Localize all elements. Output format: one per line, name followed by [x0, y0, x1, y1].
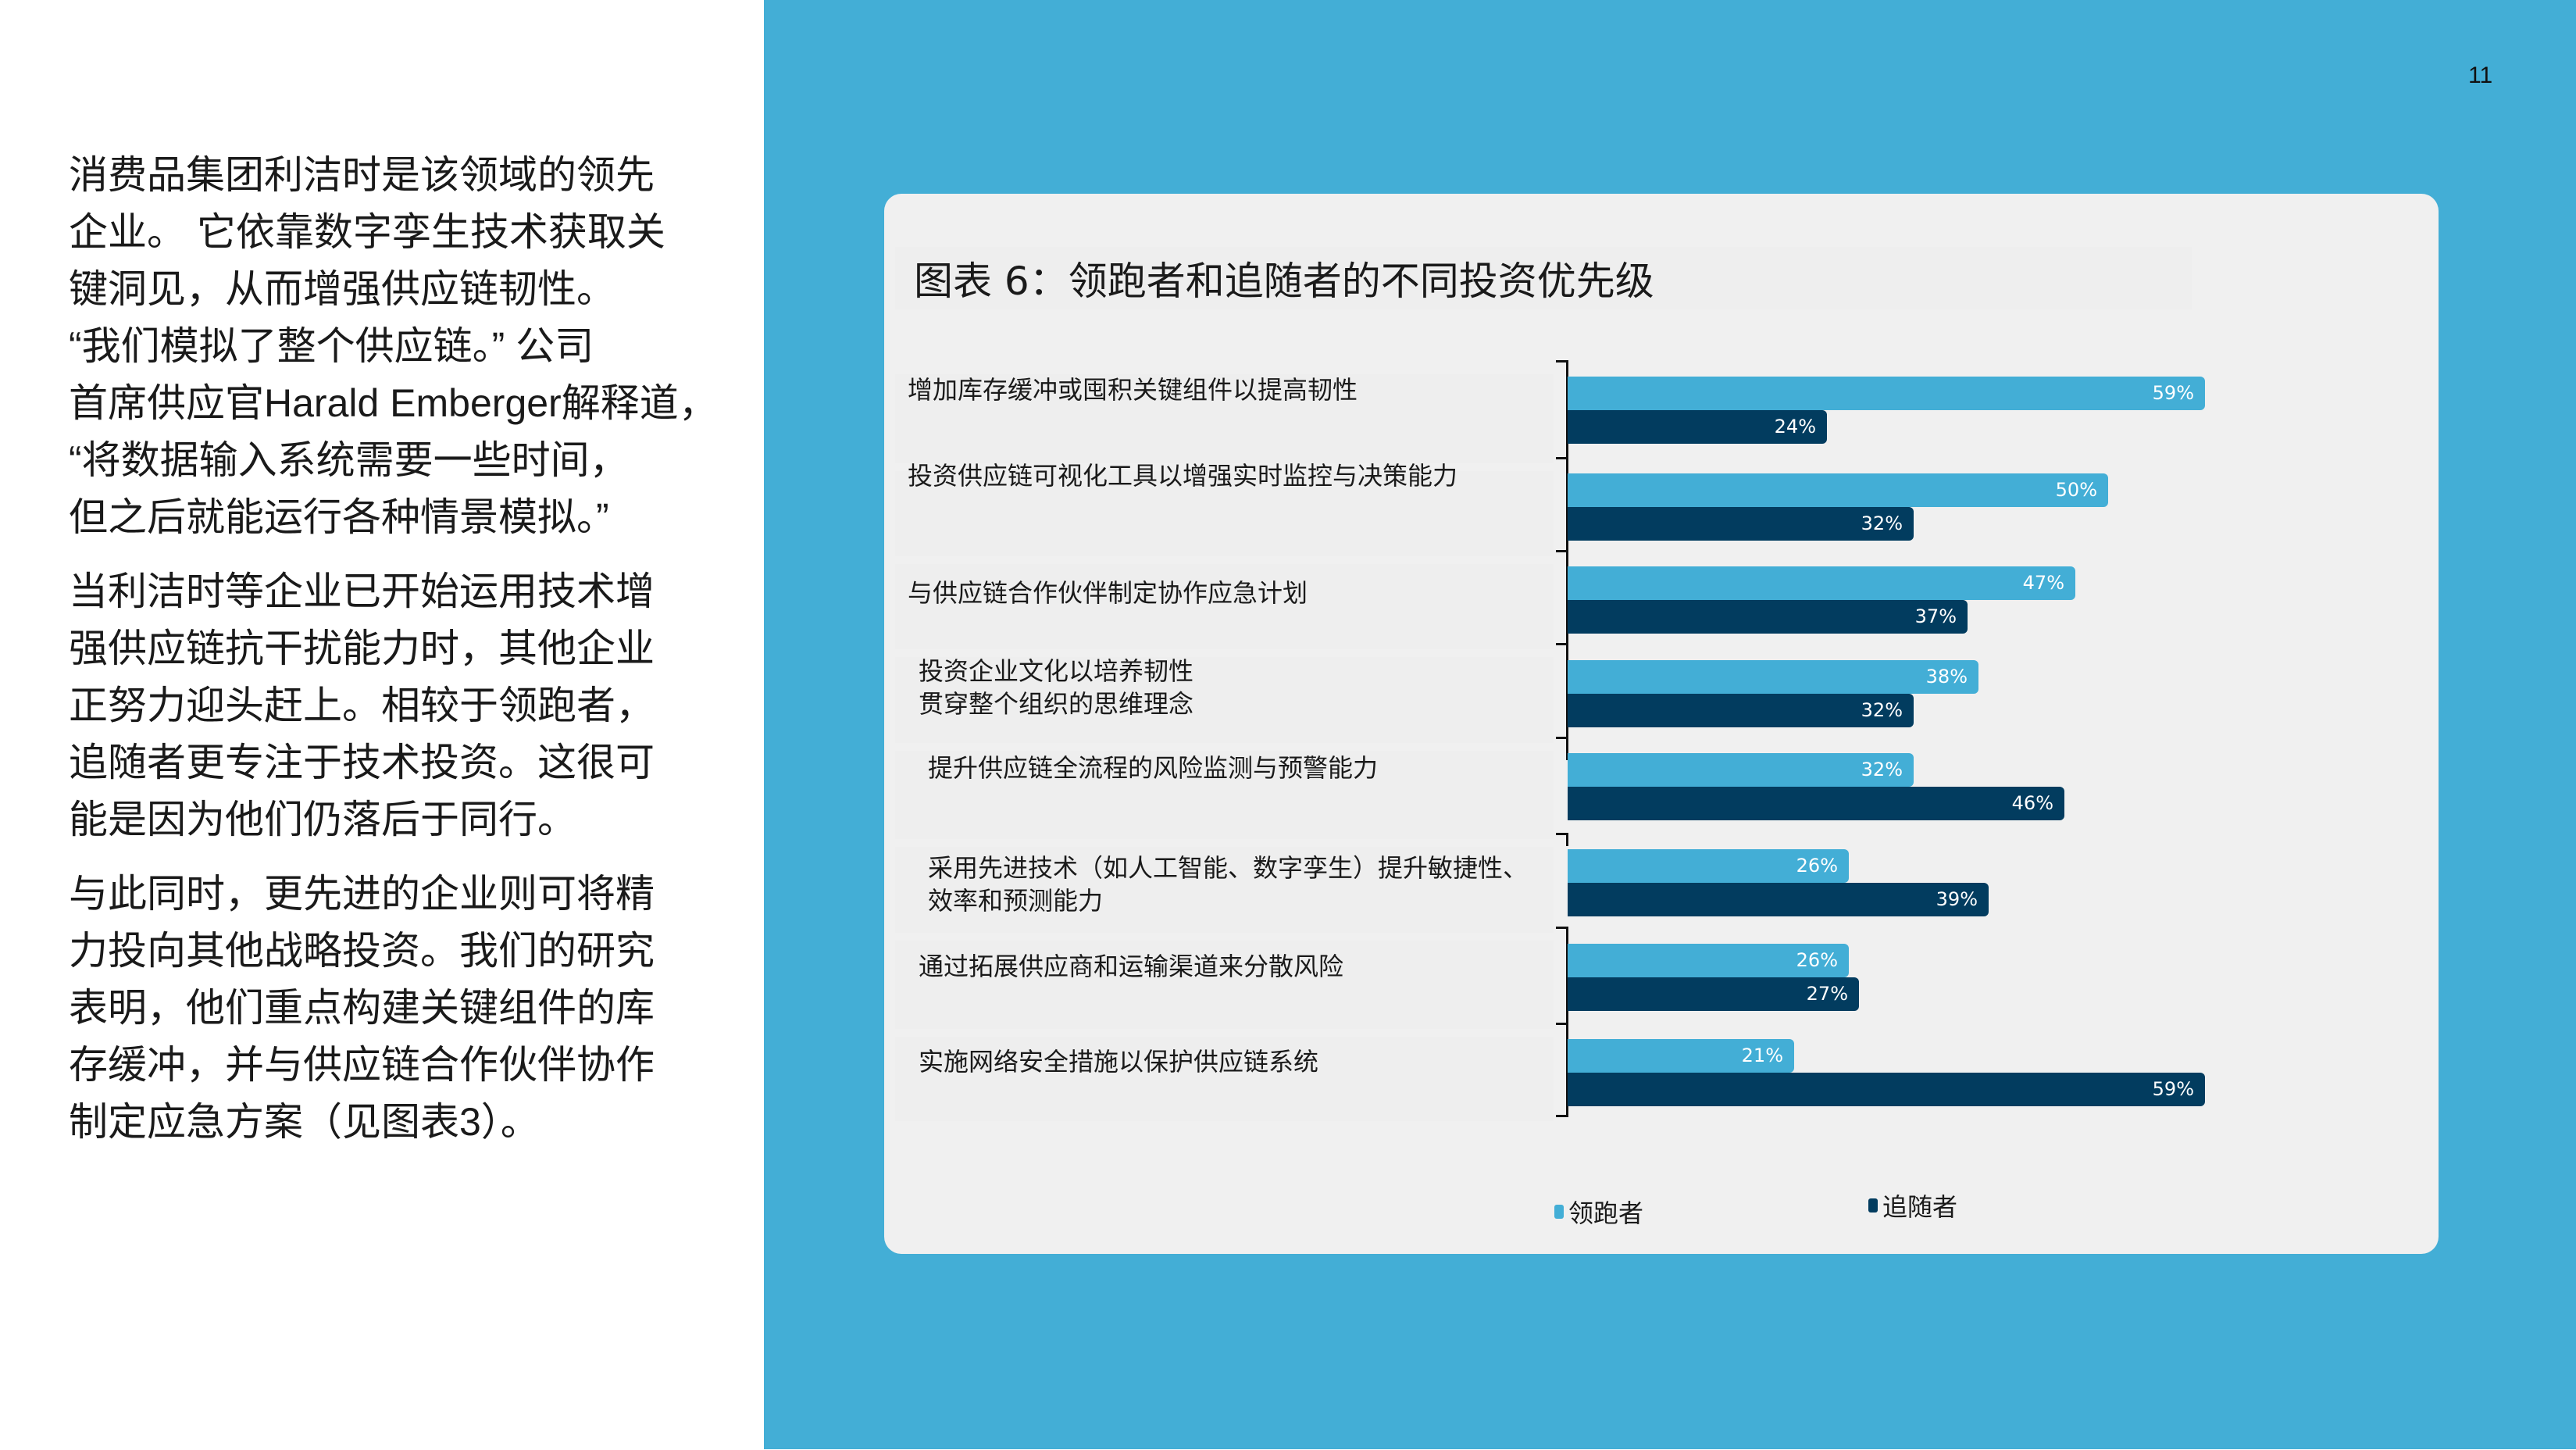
category-label: 投资供应链可视化工具以增强实时监控与决策能力 [908, 461, 1458, 491]
body-paragraph: 当利洁时等企业已开始运用技术增 强供应链抗干扰能力时，其他企业 正努力迎头赶上。相较… [69, 563, 717, 848]
y-axis-tick [1556, 1115, 1567, 1117]
category-label: 实施网络安全措施以保护供应链系统 [919, 1047, 1319, 1077]
category-label-background [895, 751, 1554, 839]
body-paragraph: 消费品集团利洁时是该领域的领先 企业。 它依靠数字孪生技术获取关 键洞见，从而增强供… [69, 147, 718, 546]
body-text-line: 能是因为他们仍落后于同行。 [69, 798, 576, 841]
body-text-line: 键洞见，从而增强供应链韧性。 [69, 267, 615, 311]
chart-card: 图表 6：领跑者和追随者的不同投资优先级 增加库存缓冲或囤积关键组件以提高韧性 5… [884, 194, 2439, 1254]
y-axis-line [1566, 360, 1568, 739]
bar-followers: 32% [1568, 507, 1914, 541]
legend-swatch-icon [1868, 1198, 1878, 1212]
bar-leaders: 26% [1568, 944, 1849, 977]
y-axis-tick [1556, 643, 1567, 645]
category-label-background [895, 471, 1554, 556]
y-axis-tick [1556, 550, 1567, 552]
body-text-line: 力投向其他战略投资。我们的研究 [69, 929, 655, 973]
y-axis-tick [1556, 360, 1567, 362]
y-axis-line [1566, 833, 1568, 846]
body-text-line: 追随者更专注于技术投资。这很可 [69, 741, 655, 784]
body-text-line: 消费品集团利洁时是该领域的领先 [69, 153, 655, 197]
category-label-background [895, 564, 1554, 649]
bar-followers: 46% [1568, 787, 2064, 820]
body-text-line: “将数据输入系统需要一些时间， [69, 438, 629, 482]
body-text-line: 企业。 它依靠数字孪生技术获取关 [69, 210, 665, 254]
category-label-background [895, 847, 1554, 933]
y-axis-tick [1556, 927, 1567, 929]
body-text-line: 与此同时，更先进的企业则可将精 [69, 872, 655, 916]
category-label: 通过拓展供应商和运输渠道来分散风险 [919, 952, 1344, 981]
chart-title: 图表 6：领跑者和追随者的不同投资优先级 [914, 259, 1654, 304]
body-text-line: 强供应链抗干扰能力时，其他企业 [69, 627, 655, 670]
legend-item-leaders: 领跑者 [1554, 1194, 1643, 1230]
category-label: 与供应链合作伙伴制定协作应急计划 [908, 578, 1308, 608]
legend-label: 领跑者 [1568, 1198, 1644, 1228]
y-axis-line [1566, 737, 1568, 760]
y-axis-tick [1556, 457, 1567, 459]
bar-leaders: 32% [1568, 753, 1914, 787]
category-label-background [895, 941, 1554, 1029]
page-number: 11 [2468, 62, 2493, 88]
bar-followers: 39% [1568, 883, 1989, 916]
bar-leaders: 59% [1568, 377, 2205, 410]
category-label: 提升供应链全流程的风险监测与预警能力 [928, 753, 1379, 783]
bar-followers: 27% [1568, 977, 1859, 1011]
body-text-line: 但之后就能运行各种情景模拟。” [69, 495, 609, 539]
body-text-line: 表明，他们重点构建关键组件的库 [69, 986, 655, 1030]
bar-followers: 32% [1568, 694, 1914, 727]
category-label: 投资企业文化以培养韧性 贯穿整个组织的思维理念 [919, 656, 1194, 719]
category-label-background [895, 374, 1554, 463]
category-label-background [895, 1037, 1554, 1121]
bar-leaders: 38% [1568, 660, 1978, 694]
legend-item-followers: 追随者 [1868, 1188, 1957, 1223]
bar-followers: 37% [1568, 600, 1968, 634]
y-axis-tick [1556, 833, 1567, 835]
body-text: 消费品集团利洁时是该领域的领先 企业。 它依靠数字孪生技术获取关 键洞见，从而增强供… [69, 147, 718, 1168]
bar-followers: 59% [1568, 1073, 2205, 1106]
bar-leaders: 47% [1568, 566, 2075, 600]
category-label-background [895, 657, 1554, 743]
body-text-line: 存缓冲，并与供应链合作伙伴协作 [69, 1043, 655, 1087]
y-axis-tick [1556, 1023, 1567, 1025]
bar-leaders: 26% [1568, 849, 1849, 883]
bar-leaders: 50% [1568, 473, 2108, 507]
legend-swatch-icon [1554, 1205, 1564, 1219]
category-label: 增加库存缓冲或囤积关键组件以提高韧性 [908, 375, 1358, 405]
category-label: 采用先进技术（如人工智能、数字孪生）提升敏捷性、 效率和预测能力 [928, 853, 1529, 916]
y-axis-tick [1556, 737, 1567, 739]
body-text-line: 制定应急方案（见图表3）。 [69, 1100, 540, 1144]
body-text-line: 当利洁时等企业已开始运用技术增 [69, 570, 655, 613]
body-paragraph: 与此同时，更先进的企业则可将精 力投向其他战略投资。我们的研究 表明，他们重点构建关… [69, 866, 717, 1151]
body-text-line: 正努力迎头赶上。相较于领跑者， [69, 684, 655, 727]
body-text-line: 首席供应官Harald Emberger解释道， [69, 381, 718, 425]
body-text-line: “我们模拟了整个供应链。” 公司 [69, 324, 594, 368]
y-axis-line [1566, 927, 1568, 1117]
legend-label: 追随者 [1882, 1192, 1958, 1222]
title-background [895, 247, 2192, 309]
bar-leaders: 21% [1568, 1039, 1794, 1073]
bar-followers: 24% [1568, 410, 1827, 444]
